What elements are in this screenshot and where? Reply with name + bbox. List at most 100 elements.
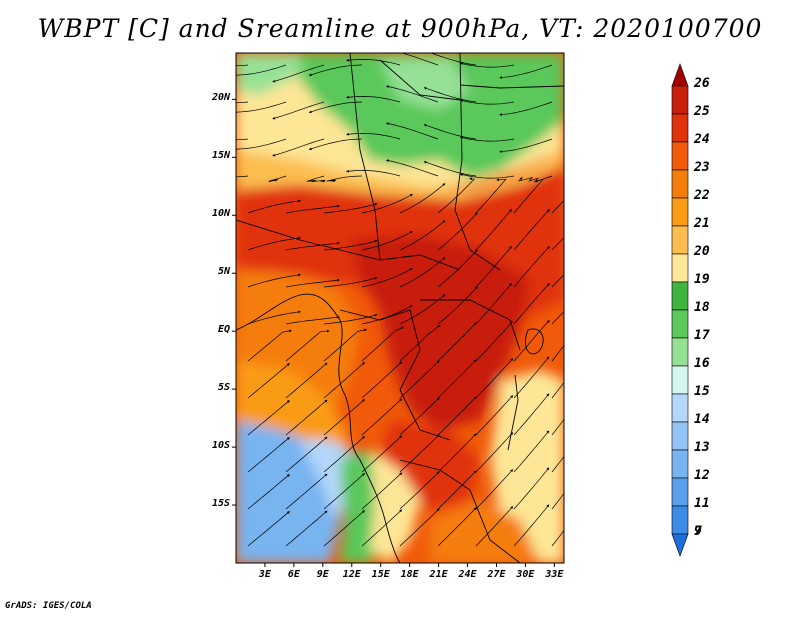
streamline xyxy=(513,504,550,547)
streamline xyxy=(551,200,564,214)
colorbar-label: 24 xyxy=(694,132,710,147)
streamline xyxy=(361,509,403,547)
streamline xyxy=(361,230,413,251)
lon-label: 6E xyxy=(287,569,300,580)
country-border xyxy=(339,309,451,441)
streamline xyxy=(423,124,477,140)
region-southern-yellow xyxy=(370,450,420,563)
colorbar-swatch xyxy=(671,225,689,255)
streamline xyxy=(437,433,477,473)
colorbar-swatch xyxy=(671,141,689,171)
streamline xyxy=(551,274,564,288)
region-light-green xyxy=(380,58,470,110)
lon-label: 3E xyxy=(258,569,271,580)
colorbar-label: 13 xyxy=(694,440,710,455)
lat-label: 20N xyxy=(211,92,230,104)
streamline xyxy=(475,395,514,436)
streamline xyxy=(326,175,363,183)
streamline xyxy=(272,101,325,120)
streamline xyxy=(551,381,564,399)
colorbar-label: 15 xyxy=(694,384,710,399)
streamline xyxy=(499,101,553,116)
colorbar-label: 19 xyxy=(694,272,710,287)
colorbar-swatch xyxy=(671,281,689,311)
streamline xyxy=(475,358,514,399)
colorbar-swatch xyxy=(671,393,689,423)
streamline xyxy=(247,474,290,510)
streamline xyxy=(236,64,249,67)
streamline xyxy=(551,237,564,251)
lon-label: 24E xyxy=(458,569,477,580)
country-border xyxy=(459,84,564,89)
colorbar-swatch xyxy=(671,113,689,143)
streamline xyxy=(513,467,550,510)
streamline xyxy=(423,87,477,103)
colorbar-label: 26 xyxy=(694,76,710,91)
streamline xyxy=(475,178,507,214)
streamline xyxy=(323,362,365,399)
credit-text: GrADS: IGES/COLA xyxy=(5,601,92,611)
lon-label: 21E xyxy=(429,569,448,580)
streamline xyxy=(437,396,477,436)
streamline xyxy=(236,138,249,141)
streamline xyxy=(551,455,564,473)
streamline xyxy=(285,473,328,510)
streamline xyxy=(423,161,477,177)
streamline xyxy=(551,418,564,436)
colorbar-swatch xyxy=(671,449,689,479)
streamline xyxy=(306,175,326,183)
colorbar-label: 11 xyxy=(694,496,710,511)
streamline xyxy=(459,136,515,142)
streamline xyxy=(475,283,512,325)
streamline xyxy=(285,315,340,325)
streamline xyxy=(475,246,512,288)
colorbar-swatch xyxy=(671,421,689,451)
colorbar-label: 16 xyxy=(694,356,710,371)
lake xyxy=(524,328,544,355)
streamline xyxy=(361,326,404,362)
colorbar-label: 17 xyxy=(694,328,710,343)
streamline xyxy=(513,246,550,288)
streamline xyxy=(429,53,477,66)
streamline xyxy=(285,510,328,547)
streamlines xyxy=(236,53,564,547)
streamline xyxy=(285,399,328,436)
streamline xyxy=(475,320,513,362)
colorbar-swatch xyxy=(671,337,689,367)
colorbar-label: 23 xyxy=(694,160,710,175)
streamline xyxy=(513,430,550,473)
region-light-green-west xyxy=(236,53,300,95)
streamline xyxy=(247,310,301,325)
streamline xyxy=(323,202,378,214)
map-title: WBPT [C] and Sreamline at 900hPa, VT: 20… xyxy=(37,14,763,43)
streamline xyxy=(513,319,550,362)
streamline xyxy=(247,511,290,547)
lon-label: 30E xyxy=(516,569,535,580)
lake xyxy=(507,374,519,451)
streamline xyxy=(247,329,292,362)
colorbar-swatch xyxy=(671,309,689,339)
country-border xyxy=(379,59,461,101)
streamline xyxy=(285,362,328,399)
streamline xyxy=(437,286,478,325)
colorbar-label: 18 xyxy=(694,300,710,315)
streamline xyxy=(459,62,515,68)
streamline xyxy=(437,470,477,510)
streamline xyxy=(323,473,365,510)
colorbar xyxy=(671,63,689,557)
colorbar-swatch xyxy=(671,365,689,395)
streamline xyxy=(437,177,475,214)
streamline xyxy=(399,360,440,399)
colorbar-label: 25 xyxy=(694,104,710,119)
streamline xyxy=(475,506,514,547)
streamline xyxy=(399,220,446,251)
streamline xyxy=(323,328,368,362)
streamline xyxy=(399,324,441,362)
lon-label: 33E xyxy=(545,569,564,580)
streamline xyxy=(323,510,365,547)
streamline xyxy=(272,64,325,83)
streamline xyxy=(361,267,413,288)
streamline xyxy=(285,241,340,251)
streamline xyxy=(437,507,477,547)
